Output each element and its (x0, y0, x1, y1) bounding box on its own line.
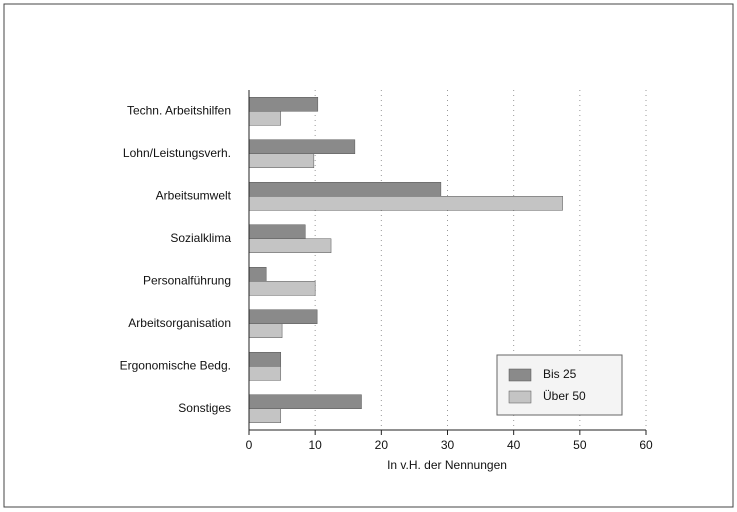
bar (248, 182, 442, 197)
bar (248, 196, 563, 211)
bar (248, 153, 315, 168)
bar (248, 97, 319, 112)
y-tick-label: Arbeitsorganisation (128, 316, 231, 330)
y-tick-label: Personalführung (143, 273, 231, 287)
bar (248, 224, 306, 239)
y-tick-label: Arbeitsumwelt (156, 188, 232, 202)
x-tick-label: 20 (375, 438, 389, 452)
legend (496, 354, 623, 416)
bar (248, 394, 362, 409)
bar (248, 267, 267, 282)
y-tick-label: Lohn/Leistungsverh. (123, 146, 231, 160)
y-tick-label: Sonstiges (178, 401, 231, 415)
legend-label: Über 50 (543, 389, 586, 403)
x-tick-label: 10 (308, 438, 322, 452)
bar (248, 111, 282, 126)
bar (248, 352, 282, 367)
legend-swatch (508, 390, 532, 404)
bar (248, 309, 318, 324)
y-tick-label: Ergonomische Bedg. (120, 358, 231, 372)
x-tick-label: 50 (573, 438, 587, 452)
x-tick-label: 40 (507, 438, 521, 452)
x-tick-label: 30 (441, 438, 455, 452)
legend-label: Bis 25 (543, 367, 577, 381)
bar (248, 238, 332, 253)
bar (248, 408, 282, 423)
bar (248, 323, 283, 338)
y-tick-label: Techn. Arbeitshilfen (127, 103, 231, 117)
x-axis-label: In v.H. der Nennungen (387, 458, 507, 472)
x-tick-label: 60 (639, 438, 653, 452)
bar (248, 139, 356, 154)
y-tick-label: Sozialklima (170, 231, 231, 245)
legend-swatch (508, 368, 532, 382)
bar (248, 366, 282, 381)
x-tick-label: 0 (246, 438, 253, 452)
frame (3, 3, 734, 508)
bar (248, 281, 316, 296)
